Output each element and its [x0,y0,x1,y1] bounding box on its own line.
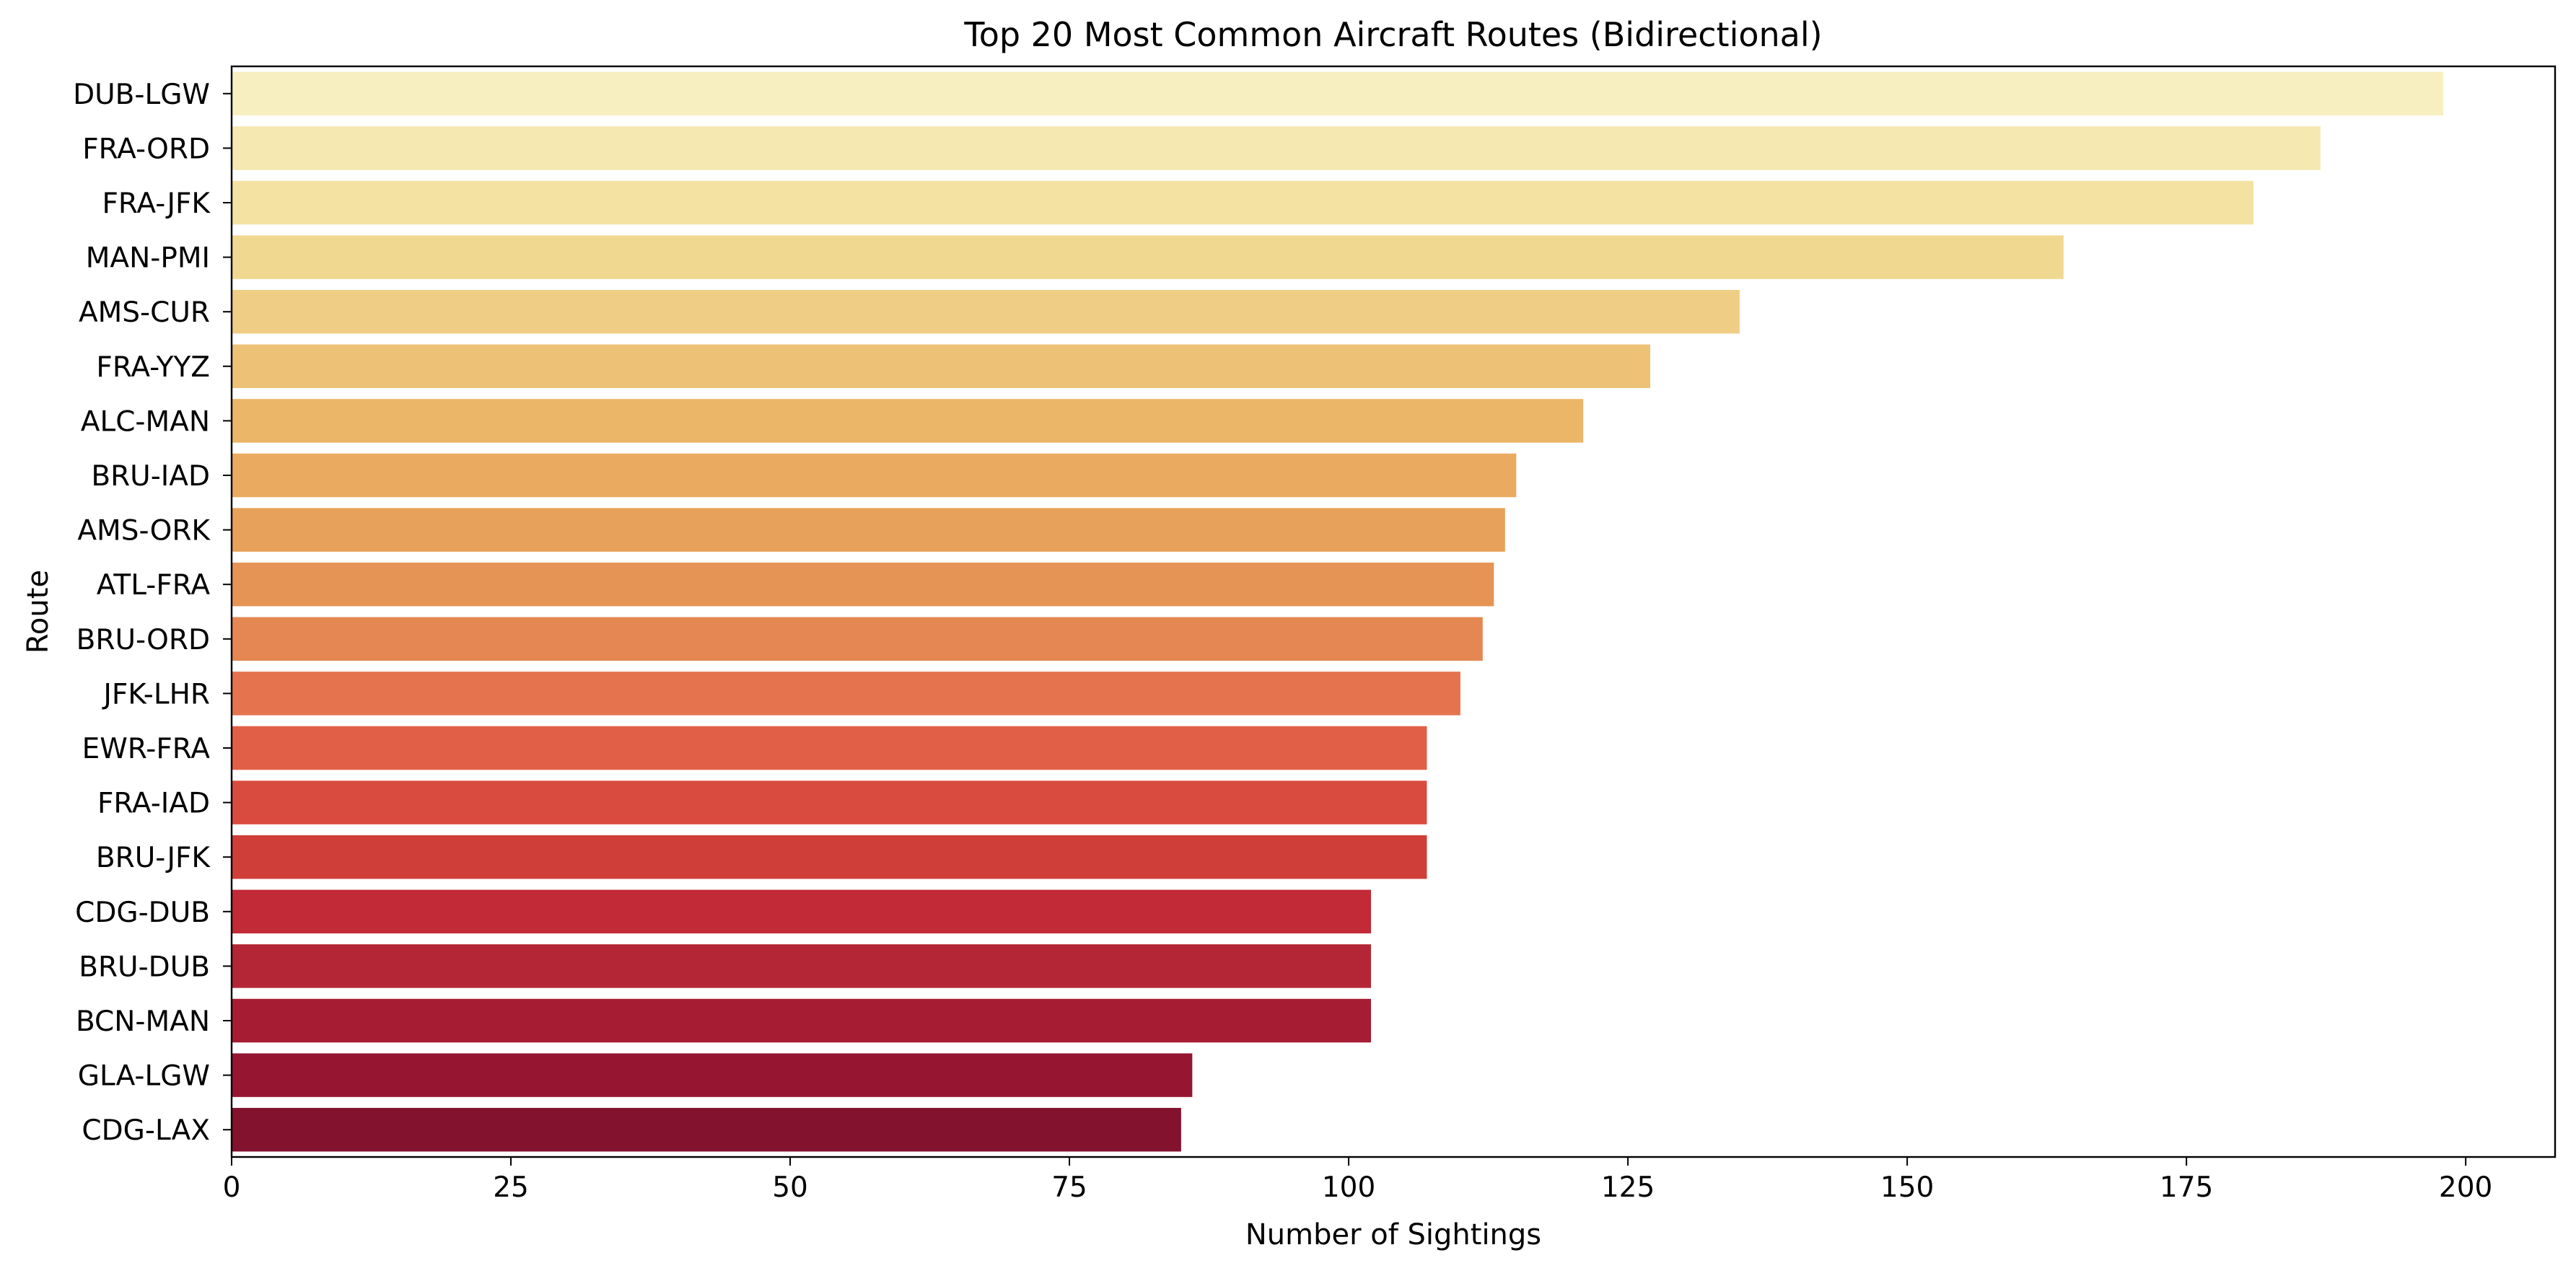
x-tick-label: 50 [772,1171,808,1204]
y-tick-label: BRU-IAD [91,460,210,493]
y-tick-label: FRA-YYZ [96,351,210,384]
y-tick-label: FRA-ORD [82,133,210,165]
x-tick-label: 150 [1880,1171,1934,1204]
bar [232,998,1372,1043]
bars-layer [232,71,2444,1152]
bar [232,508,1505,552]
y-tick-label: ALC-MAN [81,405,210,438]
bar [232,562,1494,607]
y-tick-label: EWR-FRA [82,733,211,765]
bar [232,617,1483,661]
y-tick-label: FRA-IAD [97,788,210,820]
y-tick-label: BCN-MAN [76,1006,210,1038]
bar [232,835,1427,879]
bar [232,944,1372,988]
y-tick-labels: DUB-LGW FRA-ORD FRA-JFK MAN-PMI AMS-CUR FRA-Y… [73,79,232,1147]
bar [232,726,1427,770]
bar [232,289,1740,334]
plot-frame [230,65,2557,1158]
y-tick-label: BRU-ORD [76,624,210,656]
y-tick-label: JFK-LHR [101,678,210,710]
y-tick-label: ATL-FRA [97,569,211,602]
x-tick-label: 75 [1051,1171,1087,1204]
bar [232,180,2254,225]
bar [232,453,1517,498]
y-tick-label: AMS-ORK [77,515,211,547]
y-tick-label: CDG-LAX [82,1114,210,1147]
chart-title: Top 20 Most Common Aircraft Routes (Bidi… [963,15,1822,54]
bar [232,1107,1181,1152]
bar [232,71,2444,116]
bar [232,235,2064,279]
bar [232,780,1427,824]
y-tick-label: FRA-JFK [102,188,211,220]
bar [232,1053,1193,1097]
x-tick-label: 100 [1322,1171,1375,1204]
x-tick-label: 0 [223,1171,241,1204]
y-tick-label: BRU-JFK [96,842,211,874]
y-tick-label: DUB-LGW [73,79,210,111]
x-tick-label: 125 [1601,1171,1655,1204]
x-tick-label: 200 [2439,1171,2492,1204]
y-axis-label: Route [22,570,55,654]
x-tick-label: 25 [493,1171,529,1204]
bar [232,889,1372,934]
x-tick-labels: 0 25 50 75 100 125 150 175 200 [223,1157,2492,1204]
bar [232,344,1651,389]
y-tick-label: BRU-DUB [79,951,210,983]
y-tick-label: GLA-LGW [78,1060,210,1093]
x-tick-label: 175 [2160,1171,2213,1204]
y-tick-label: MAN-PMI [86,242,210,275]
bar [232,399,1584,443]
y-tick-label: CDG-DUB [75,897,210,929]
y-tick-label: AMS-CUR [79,296,210,329]
x-axis-label: Number of Sightings [1245,1218,1541,1251]
bar [232,672,1460,716]
bar [232,126,2321,170]
